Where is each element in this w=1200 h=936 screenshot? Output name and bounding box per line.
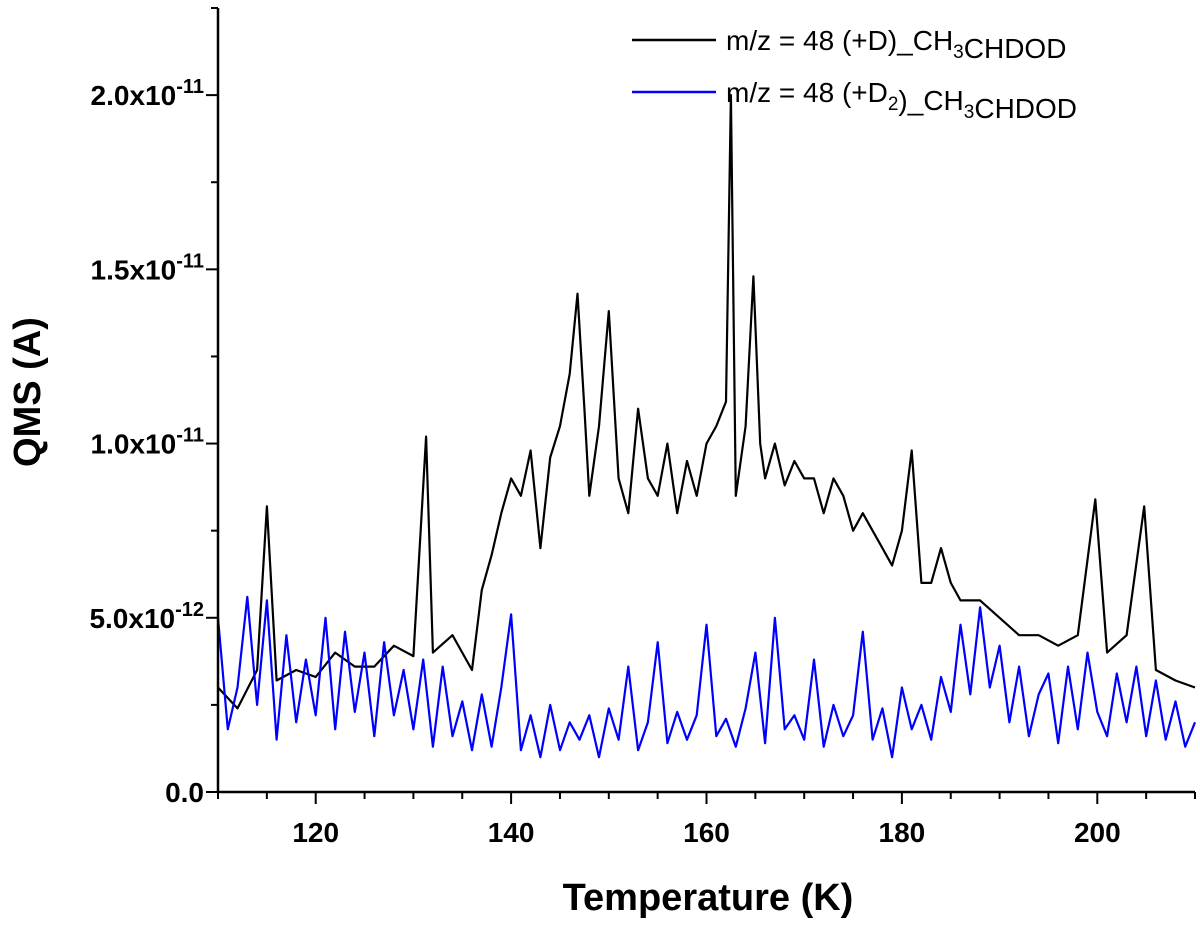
x-axis: 120 140 160 180 200	[217, 790, 1196, 848]
x-tick-label: 120	[292, 817, 339, 848]
legend-label-2: m/z = 48 (+D2)_CH3CHDOD	[726, 77, 1077, 124]
x-tick-label: 180	[879, 817, 926, 848]
y-tick-label: 1.0x10-11	[91, 425, 204, 460]
series-line-2	[216, 595, 1197, 759]
x-tick-label: 140	[488, 817, 535, 848]
y-tick-label: 5.0x10-12	[89, 599, 204, 634]
x-axis-title: Temperature (K)	[563, 877, 854, 919]
plot-area	[216, 93, 1197, 759]
legend-label-1: m/z = 48 (+D)_CH3CHDOD	[726, 25, 1066, 64]
legend: m/z = 48 (+D)_CH3CHDOD m/z = 48 (+D2)_CH3…	[632, 25, 1077, 124]
x-tick-label: 200	[1074, 817, 1121, 848]
y-tick-label: 2.0x10-11	[91, 76, 204, 111]
series-line-1	[217, 93, 1196, 710]
y-tick-label: 0.0	[165, 777, 204, 808]
x-tick-label: 160	[683, 817, 730, 848]
y-axis: 0.0 5.0x10-12 1.0x10-11 1.5x10-11 2.0x10-11	[89, 7, 220, 808]
y-tick-label: 1.5x10-11	[91, 250, 204, 285]
y-axis-title: QMS (A)	[7, 317, 49, 467]
